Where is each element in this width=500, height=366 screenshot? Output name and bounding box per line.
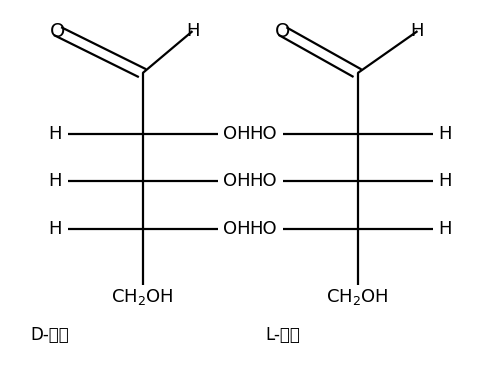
Text: H: H (186, 22, 199, 40)
Text: HO: HO (249, 124, 276, 143)
Text: L-核糖: L-核糖 (265, 326, 300, 344)
Text: O: O (275, 22, 290, 41)
Text: HO: HO (249, 220, 276, 238)
Text: H: H (48, 220, 62, 238)
Text: O: O (50, 22, 65, 41)
Text: HO: HO (249, 172, 276, 190)
Text: H: H (48, 124, 62, 143)
Text: D-核糖: D-核糖 (30, 326, 69, 344)
Text: OH: OH (224, 172, 251, 190)
Text: H: H (438, 220, 452, 238)
Text: H: H (438, 124, 452, 143)
Text: H: H (411, 22, 424, 40)
Text: OH: OH (224, 124, 251, 143)
Text: CH$_2$OH: CH$_2$OH (326, 287, 389, 307)
Text: H: H (438, 172, 452, 190)
Text: CH$_2$OH: CH$_2$OH (111, 287, 174, 307)
Text: H: H (48, 172, 62, 190)
Text: OH: OH (224, 220, 251, 238)
